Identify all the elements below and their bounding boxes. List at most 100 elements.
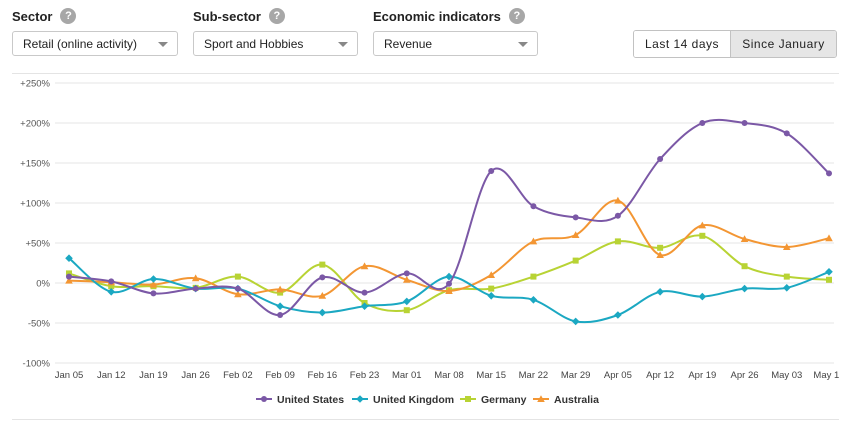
y-tick-label: +200% [20,119,50,130]
x-tick-label: Feb 16 [308,370,338,381]
data-point-germany[interactable] [530,273,537,280]
data-point-germany[interactable] [66,270,72,277]
legend-marker[interactable] [465,396,471,402]
data-point-australia[interactable] [614,196,622,204]
data-point-united-states[interactable] [614,212,621,219]
data-point-united-states[interactable] [403,270,410,277]
data-point-united-kingdom[interactable] [149,275,158,283]
data-point-germany[interactable] [783,273,790,280]
since-january-button[interactable]: Since January [731,31,836,57]
data-point-australia[interactable] [740,235,749,242]
sector-select[interactable]: Retail (online activity) [12,31,178,56]
x-tick-label: Mar 29 [561,370,591,381]
data-point-germany[interactable] [234,273,241,280]
legend-label: United States [277,394,344,406]
data-point-germany[interactable] [699,232,706,239]
data-point-united-kingdom[interactable] [782,284,791,292]
data-point-australia[interactable] [318,292,327,299]
data-point-united-kingdom[interactable] [656,288,664,296]
data-point-australia[interactable] [191,274,200,282]
data-point-australia[interactable] [656,251,664,258]
data-point-united-states[interactable] [530,203,537,210]
data-point-germany[interactable] [108,283,115,290]
x-tick-label: Mar 22 [519,370,549,381]
last-14-days-button[interactable]: Last 14 days [634,31,731,57]
data-point-united-kingdom[interactable] [276,302,284,310]
data-point-australia[interactable] [402,276,411,283]
legend-marker[interactable] [261,396,267,402]
legend-marker[interactable] [356,395,364,403]
data-point-united-states[interactable] [657,156,664,162]
y-tick-label: +100% [20,199,50,210]
data-point-united-states[interactable] [108,278,115,285]
data-point-australia[interactable] [149,280,158,288]
subsector-select[interactable]: Sport and Hobbies [193,31,358,56]
indicator-help-icon[interactable]: ? [508,8,525,24]
data-point-united-states[interactable] [319,274,326,281]
data-point-united-states[interactable] [826,170,832,177]
data-point-united-states[interactable] [488,168,495,174]
legend-item-australia[interactable]: Australia [533,394,599,406]
data-point-australia[interactable] [529,237,538,245]
data-point-australia[interactable] [571,231,580,238]
legend-item-united-states[interactable]: United States [256,394,344,406]
data-point-united-kingdom[interactable] [65,254,73,262]
data-point-australia[interactable] [445,287,453,294]
data-point-united-kingdom[interactable] [740,284,749,293]
data-point-united-states[interactable] [699,120,706,126]
data-point-united-kingdom[interactable] [614,311,622,319]
data-point-united-kingdom[interactable] [487,292,496,300]
data-point-united-states[interactable] [277,312,284,318]
sector-help-icon[interactable]: ? [60,8,77,24]
legend-item-united-kingdom[interactable]: United Kingdom [352,394,454,406]
x-tick-label: Mar 08 [434,370,464,381]
sector-label-text: Sector [12,8,53,24]
data-point-australia[interactable] [487,271,496,278]
indicator-label-text: Economic indicators [373,8,501,24]
data-point-germany[interactable] [826,276,832,283]
legend-item-germany[interactable]: Germany [460,394,527,406]
x-tick-label: Mar 01 [392,370,422,381]
data-point-australia[interactable] [698,221,707,229]
data-point-germany[interactable] [657,244,664,251]
data-point-united-kingdom[interactable] [360,302,369,310]
data-point-united-states[interactable] [361,289,368,296]
data-point-germany[interactable] [572,257,579,264]
x-tick-label: May 10 [813,370,839,381]
data-point-germany[interactable] [403,307,410,314]
data-point-united-states[interactable] [741,120,748,126]
data-point-germany[interactable] [319,261,326,268]
data-point-germany[interactable] [488,285,495,292]
legend-marker[interactable] [537,395,545,402]
data-point-germany[interactable] [614,238,621,245]
data-point-united-kingdom[interactable] [529,296,538,304]
data-point-australia[interactable] [234,290,242,298]
data-point-united-states[interactable] [234,285,241,292]
x-tick-label: Apr 26 [731,370,759,381]
data-point-united-states[interactable] [192,285,199,292]
subsector-help-icon[interactable]: ? [268,8,285,24]
data-point-united-kingdom[interactable] [318,308,327,317]
data-point-united-states[interactable] [150,290,157,297]
y-tick-label: +250% [20,79,50,90]
data-point-australia[interactable] [825,234,833,242]
data-point-germany[interactable] [277,289,284,296]
data-point-australia[interactable] [276,285,284,293]
data-point-united-kingdom[interactable] [402,297,411,306]
data-point-united-kingdom[interactable] [107,288,116,296]
data-point-germany[interactable] [741,263,748,270]
data-point-australia[interactable] [782,243,791,250]
data-point-united-kingdom[interactable] [825,268,833,276]
x-tick-label: Jan 26 [181,370,210,381]
data-point-united-states[interactable] [783,130,790,137]
data-point-united-states[interactable] [446,280,452,287]
y-tick-label: 0% [36,279,50,290]
data-point-united-kingdom[interactable] [445,272,453,281]
data-point-australia[interactable] [65,276,73,284]
data-point-united-kingdom[interactable] [571,317,580,326]
data-point-united-kingdom[interactable] [698,292,707,301]
data-point-australia[interactable] [360,262,369,270]
indicator-select[interactable]: Revenue [373,31,538,56]
data-point-united-states[interactable] [66,273,72,280]
data-point-united-states[interactable] [572,214,579,221]
